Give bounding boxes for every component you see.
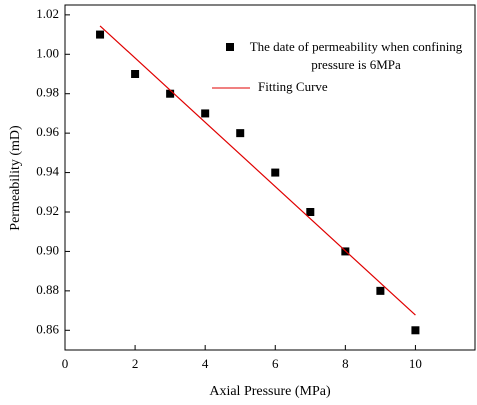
x-tick-label: 2	[132, 356, 139, 371]
x-tick-label: 4	[202, 356, 209, 371]
x-tick-label: 0	[62, 356, 69, 371]
y-axis-label: Permeability (mD)	[8, 125, 23, 231]
data-point	[166, 89, 175, 98]
legend-label: Fitting Curve	[258, 79, 328, 94]
data-point	[306, 208, 315, 216]
y-tick-label: 1.02	[36, 6, 59, 21]
x-tick-label: 10	[409, 356, 422, 371]
data-point	[236, 129, 245, 138]
data-point	[411, 326, 420, 335]
y-tick-label: 0.98	[36, 85, 59, 100]
data-point	[96, 30, 105, 39]
data-point	[271, 168, 280, 177]
plot-frame	[64, 4, 476, 351]
data-point	[131, 70, 140, 78]
y-tick-label: 0.94	[36, 164, 59, 179]
data-point	[201, 109, 210, 118]
y-tick-label: 0.96	[36, 124, 59, 139]
x-axis-label: Axial Pressure (MPa)	[209, 384, 331, 399]
legend-label: The date of permeability when confining …	[249, 39, 463, 72]
y-tick-label: 0.92	[36, 203, 59, 218]
data-point	[376, 286, 385, 295]
x-tick-label: 8	[342, 356, 349, 371]
x-tick-label: 6	[272, 356, 279, 371]
y-tick-label: 0.90	[36, 242, 59, 257]
legend-marker	[226, 43, 234, 51]
y-tick-label: 0.86	[36, 321, 59, 336]
y-tick-label: 0.88	[36, 282, 59, 297]
fit-line	[99, 25, 416, 316]
y-tick-label: 1.00	[36, 45, 59, 60]
